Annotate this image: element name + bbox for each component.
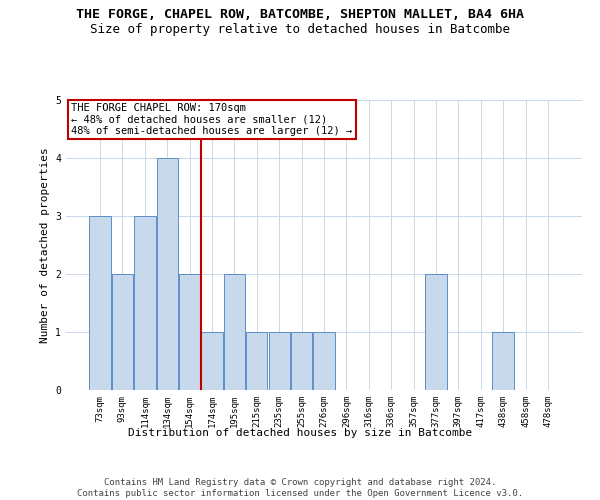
Bar [269,332,290,390]
Text: Size of property relative to detached houses in Batcombe: Size of property relative to detached ho… [90,22,510,36]
Bar [246,332,268,390]
Text: THE FORGE CHAPEL ROW: 170sqm
← 48% of detached houses are smaller (12)
48% of se: THE FORGE CHAPEL ROW: 170sqm ← 48% of de… [71,103,352,136]
Text: Distribution of detached houses by size in Batcombe: Distribution of detached houses by size … [128,428,472,438]
Text: THE FORGE, CHAPEL ROW, BATCOMBE, SHEPTON MALLET, BA4 6HA: THE FORGE, CHAPEL ROW, BATCOMBE, SHEPTON… [76,8,524,20]
Bar [179,274,200,390]
Bar [224,274,245,390]
Bar [134,216,155,390]
Bar [112,274,133,390]
Text: Contains HM Land Registry data © Crown copyright and database right 2024.
Contai: Contains HM Land Registry data © Crown c… [77,478,523,498]
Bar [425,274,446,390]
Bar [89,216,111,390]
Bar [157,158,178,390]
Bar [202,332,223,390]
Bar [313,332,335,390]
Bar [493,332,514,390]
Bar [291,332,312,390]
Y-axis label: Number of detached properties: Number of detached properties [40,147,50,343]
